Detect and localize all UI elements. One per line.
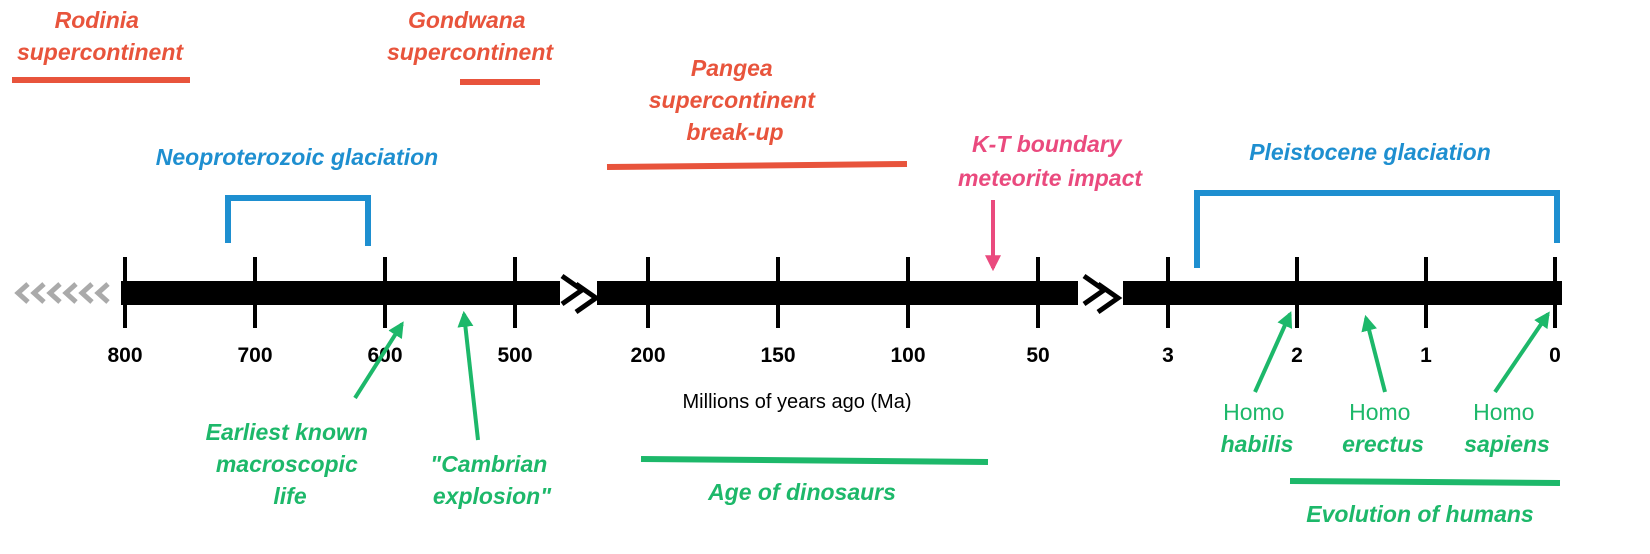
pleistocene-label: Pleistocene glaciation bbox=[1249, 139, 1491, 165]
tick-label: 700 bbox=[237, 344, 272, 367]
pangea-label: Pangea supercontinent break-up bbox=[649, 55, 822, 145]
neoproterozoic-label: Neoproterozoic glaciation bbox=[156, 144, 438, 170]
tick-label: 2 bbox=[1291, 344, 1303, 367]
cambrian-label: "Cambrian explosion" bbox=[430, 451, 553, 509]
gondwana-label: Gondwana supercontinent bbox=[387, 7, 554, 65]
earliest-life-label: Earliest known macroscopic life bbox=[206, 419, 375, 509]
tick-label: 1 bbox=[1420, 344, 1432, 367]
axis-label: Millions of years ago (Ma) bbox=[683, 391, 912, 413]
axis-bar bbox=[597, 281, 1078, 305]
rodinia-label: Rodinia supercontinent bbox=[17, 7, 184, 65]
tick-label: 0 bbox=[1549, 344, 1561, 367]
dinosaurs-bar bbox=[640, 456, 989, 465]
tick-label: 3 bbox=[1162, 344, 1174, 367]
axis-bar bbox=[1123, 281, 1562, 305]
axis-break bbox=[560, 273, 1123, 315]
pangea-bar bbox=[606, 161, 908, 170]
dinosaurs-label: Age of dinosaurs bbox=[707, 479, 896, 505]
tick-label: 150 bbox=[760, 344, 795, 367]
humans-label: Evolution of humans bbox=[1306, 501, 1533, 527]
tick-label: 500 bbox=[497, 344, 532, 367]
ticks: 800 700 600 500 200 150 100 50 3 2 1 0 bbox=[107, 257, 1561, 367]
erectus-label: Homo erectus bbox=[1342, 399, 1424, 457]
axis-bar bbox=[121, 281, 560, 305]
humans-bar bbox=[1289, 478, 1561, 486]
neoproterozoic-bracket bbox=[225, 195, 371, 246]
impact-label: K-T boundary meteorite impact bbox=[958, 131, 1143, 191]
earliest-life-arrow bbox=[353, 321, 404, 400]
sapiens-label: Homo sapiens bbox=[1464, 399, 1550, 457]
chevrons bbox=[14, 282, 110, 304]
tick-label: 100 bbox=[890, 344, 925, 367]
habilis-label: Homo habilis bbox=[1221, 399, 1294, 457]
tick-label: 50 bbox=[1026, 344, 1049, 367]
habilis-arrow bbox=[1253, 311, 1293, 393]
sapiens-arrow bbox=[1493, 311, 1550, 394]
pleistocene-bracket bbox=[1194, 190, 1560, 268]
tick-label: 800 bbox=[107, 344, 142, 367]
cambrian-arrow bbox=[457, 310, 480, 441]
erectus-arrow bbox=[1361, 314, 1387, 393]
tick-label: 200 bbox=[630, 344, 665, 367]
